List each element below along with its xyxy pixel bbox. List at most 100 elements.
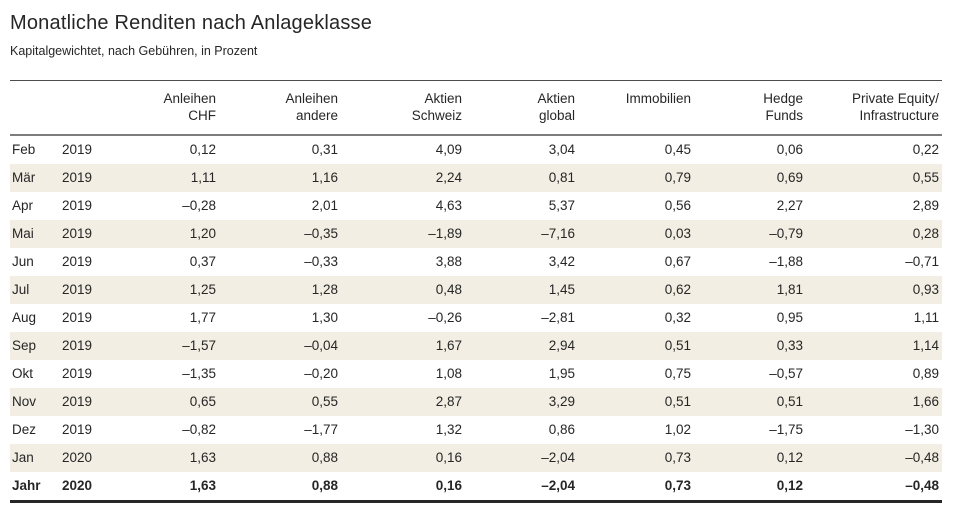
year-cell: 2019	[62, 276, 117, 304]
value-cell: –0,26	[428, 310, 462, 325]
value-cell: 0,12	[694, 444, 806, 472]
value-cell: 0,95	[776, 310, 803, 325]
value-cell: 4,09	[435, 142, 462, 157]
table-row: Feb 2019 0,12 0,31 4,09 3,04 0,45 0,06 0,22	[10, 135, 942, 164]
value-cell: 1,02	[664, 422, 691, 437]
value-cell: 0,55	[219, 388, 341, 416]
value-cell: 3,29	[465, 388, 578, 416]
year-column-header	[62, 80, 117, 136]
value-cell: 3,42	[548, 254, 575, 269]
month-cell: Sep	[10, 332, 62, 360]
table-row: Nov 2019 0,65 0,55 2,87 3,29 0,51 0,51 1,66	[10, 388, 942, 416]
value-cell: –1,88	[769, 254, 803, 269]
value-cell: 0,51	[578, 332, 694, 360]
value-cell: 0,16	[341, 472, 465, 503]
value-cell: 1,28	[219, 276, 341, 304]
value-cell: 1,25	[117, 276, 219, 304]
column-header: Anleihen andere	[219, 80, 341, 136]
value-cell: –2,04	[465, 472, 578, 503]
value-cell: 0,81	[465, 164, 578, 192]
value-cell: 0,28	[806, 220, 942, 248]
value-cell: 0,93	[806, 276, 942, 304]
value-cell: –2,81	[541, 310, 575, 325]
value-cell: –0,79	[694, 220, 806, 248]
value-cell: 0,16	[341, 444, 465, 472]
value-cell: –0,28	[182, 198, 216, 213]
value-cell: 0,56	[664, 198, 691, 213]
value-cell: 0,89	[912, 366, 939, 381]
year-cell: 2019	[62, 332, 117, 360]
value-cell: 0,73	[578, 472, 694, 503]
value-cell: 1,20	[117, 220, 219, 248]
value-cell: –0,33	[304, 254, 338, 269]
table-header-row: Anleihen CHF Anleihen andere Aktien Schweiz Ak…	[10, 80, 942, 136]
month-cell: Okt	[12, 366, 34, 381]
month-cell: Mär	[10, 164, 62, 192]
value-cell: 2,94	[465, 332, 578, 360]
report-section: Monatliche Renditen nach Anlageklasse Ka…	[10, 12, 942, 503]
month-cell: Jahr	[10, 472, 62, 503]
value-cell: 1,30	[311, 310, 338, 325]
value-cell: 1,63	[117, 472, 219, 503]
table-row: Aug 2019 1,77 1,30 –0,26 –2,81 0,32 0,95 1,11	[10, 304, 942, 332]
value-cell: 0,22	[912, 142, 939, 157]
value-cell: 0,51	[694, 388, 806, 416]
value-cell: 0,55	[806, 164, 942, 192]
table-row: Okt 2019 –1,35 –0,20 1,08 1,95 0,75 –0,57 0,89	[10, 360, 942, 388]
value-cell: 2,89	[912, 198, 939, 213]
value-cell: 2,24	[341, 164, 465, 192]
value-cell: 0,48	[341, 276, 465, 304]
month-cell: Feb	[12, 142, 36, 157]
year-cell: 2019	[62, 254, 93, 269]
value-cell: 0,12	[694, 472, 806, 503]
column-header: Aktien Schweiz	[341, 80, 465, 136]
value-cell: 0,32	[664, 310, 691, 325]
year-cell: 2019	[62, 422, 93, 437]
column-header: Anleihen CHF	[117, 80, 219, 136]
value-cell: 1,67	[341, 332, 465, 360]
value-cell: –1,75	[769, 422, 803, 437]
value-cell: –0,20	[304, 366, 338, 381]
column-header: Immobilien	[578, 80, 694, 136]
value-cell: –0,57	[769, 366, 803, 381]
year-cell: 2019	[62, 220, 117, 248]
value-cell: –0,48	[806, 444, 942, 472]
month-cell: Nov	[10, 388, 62, 416]
value-cell: 1,11	[913, 310, 939, 325]
year-cell: 2019	[62, 310, 93, 325]
value-cell: 0,69	[694, 164, 806, 192]
table-row: Jun 2019 0,37 –0,33 3,88 3,42 0,67 –1,88 –0,71	[10, 248, 942, 276]
value-cell: 0,79	[578, 164, 694, 192]
value-cell: 1,45	[465, 276, 578, 304]
value-cell: –7,16	[465, 220, 578, 248]
value-cell: 0,31	[311, 142, 338, 157]
value-cell: 0,37	[189, 254, 216, 269]
value-cell: –2,04	[465, 444, 578, 472]
year-cell: 2020	[62, 472, 117, 503]
table-row: Jul 2019 1,25 1,28 0,48 1,45 0,62 1,81 0,93	[10, 276, 942, 304]
value-cell: 1,63	[117, 444, 219, 472]
month-cell: Jul	[10, 276, 62, 304]
month-cell: Aug	[12, 310, 37, 325]
value-cell: 1,95	[548, 366, 575, 381]
total-row: Jahr 2020 1,63 0,88 0,16 –2,04 0,73 0,12 –0,48	[10, 472, 942, 503]
value-cell: –1,30	[905, 422, 939, 437]
month-cell: Dez	[12, 422, 37, 437]
value-cell: –1,35	[182, 366, 216, 381]
year-cell: 2020	[62, 444, 117, 472]
year-cell: 2019	[62, 142, 93, 157]
value-cell: 1,32	[435, 422, 462, 437]
value-cell: 1,66	[806, 388, 942, 416]
month-cell: Mai	[10, 220, 62, 248]
value-cell: –0,35	[219, 220, 341, 248]
column-header: Private Equity/Infrastructure	[806, 80, 942, 136]
table-row: Sep 2019 –1,57 –0,04 1,67 2,94 0,51 0,33 1,14	[10, 332, 942, 360]
value-cell: 0,88	[219, 472, 341, 503]
value-cell: 0,86	[548, 422, 575, 437]
value-cell: 5,37	[548, 198, 575, 213]
value-cell: –0,48	[806, 472, 942, 503]
value-cell: 1,16	[219, 164, 341, 192]
value-cell: 0,65	[117, 388, 219, 416]
value-cell: 2,27	[776, 198, 803, 213]
value-cell: 0,33	[694, 332, 806, 360]
